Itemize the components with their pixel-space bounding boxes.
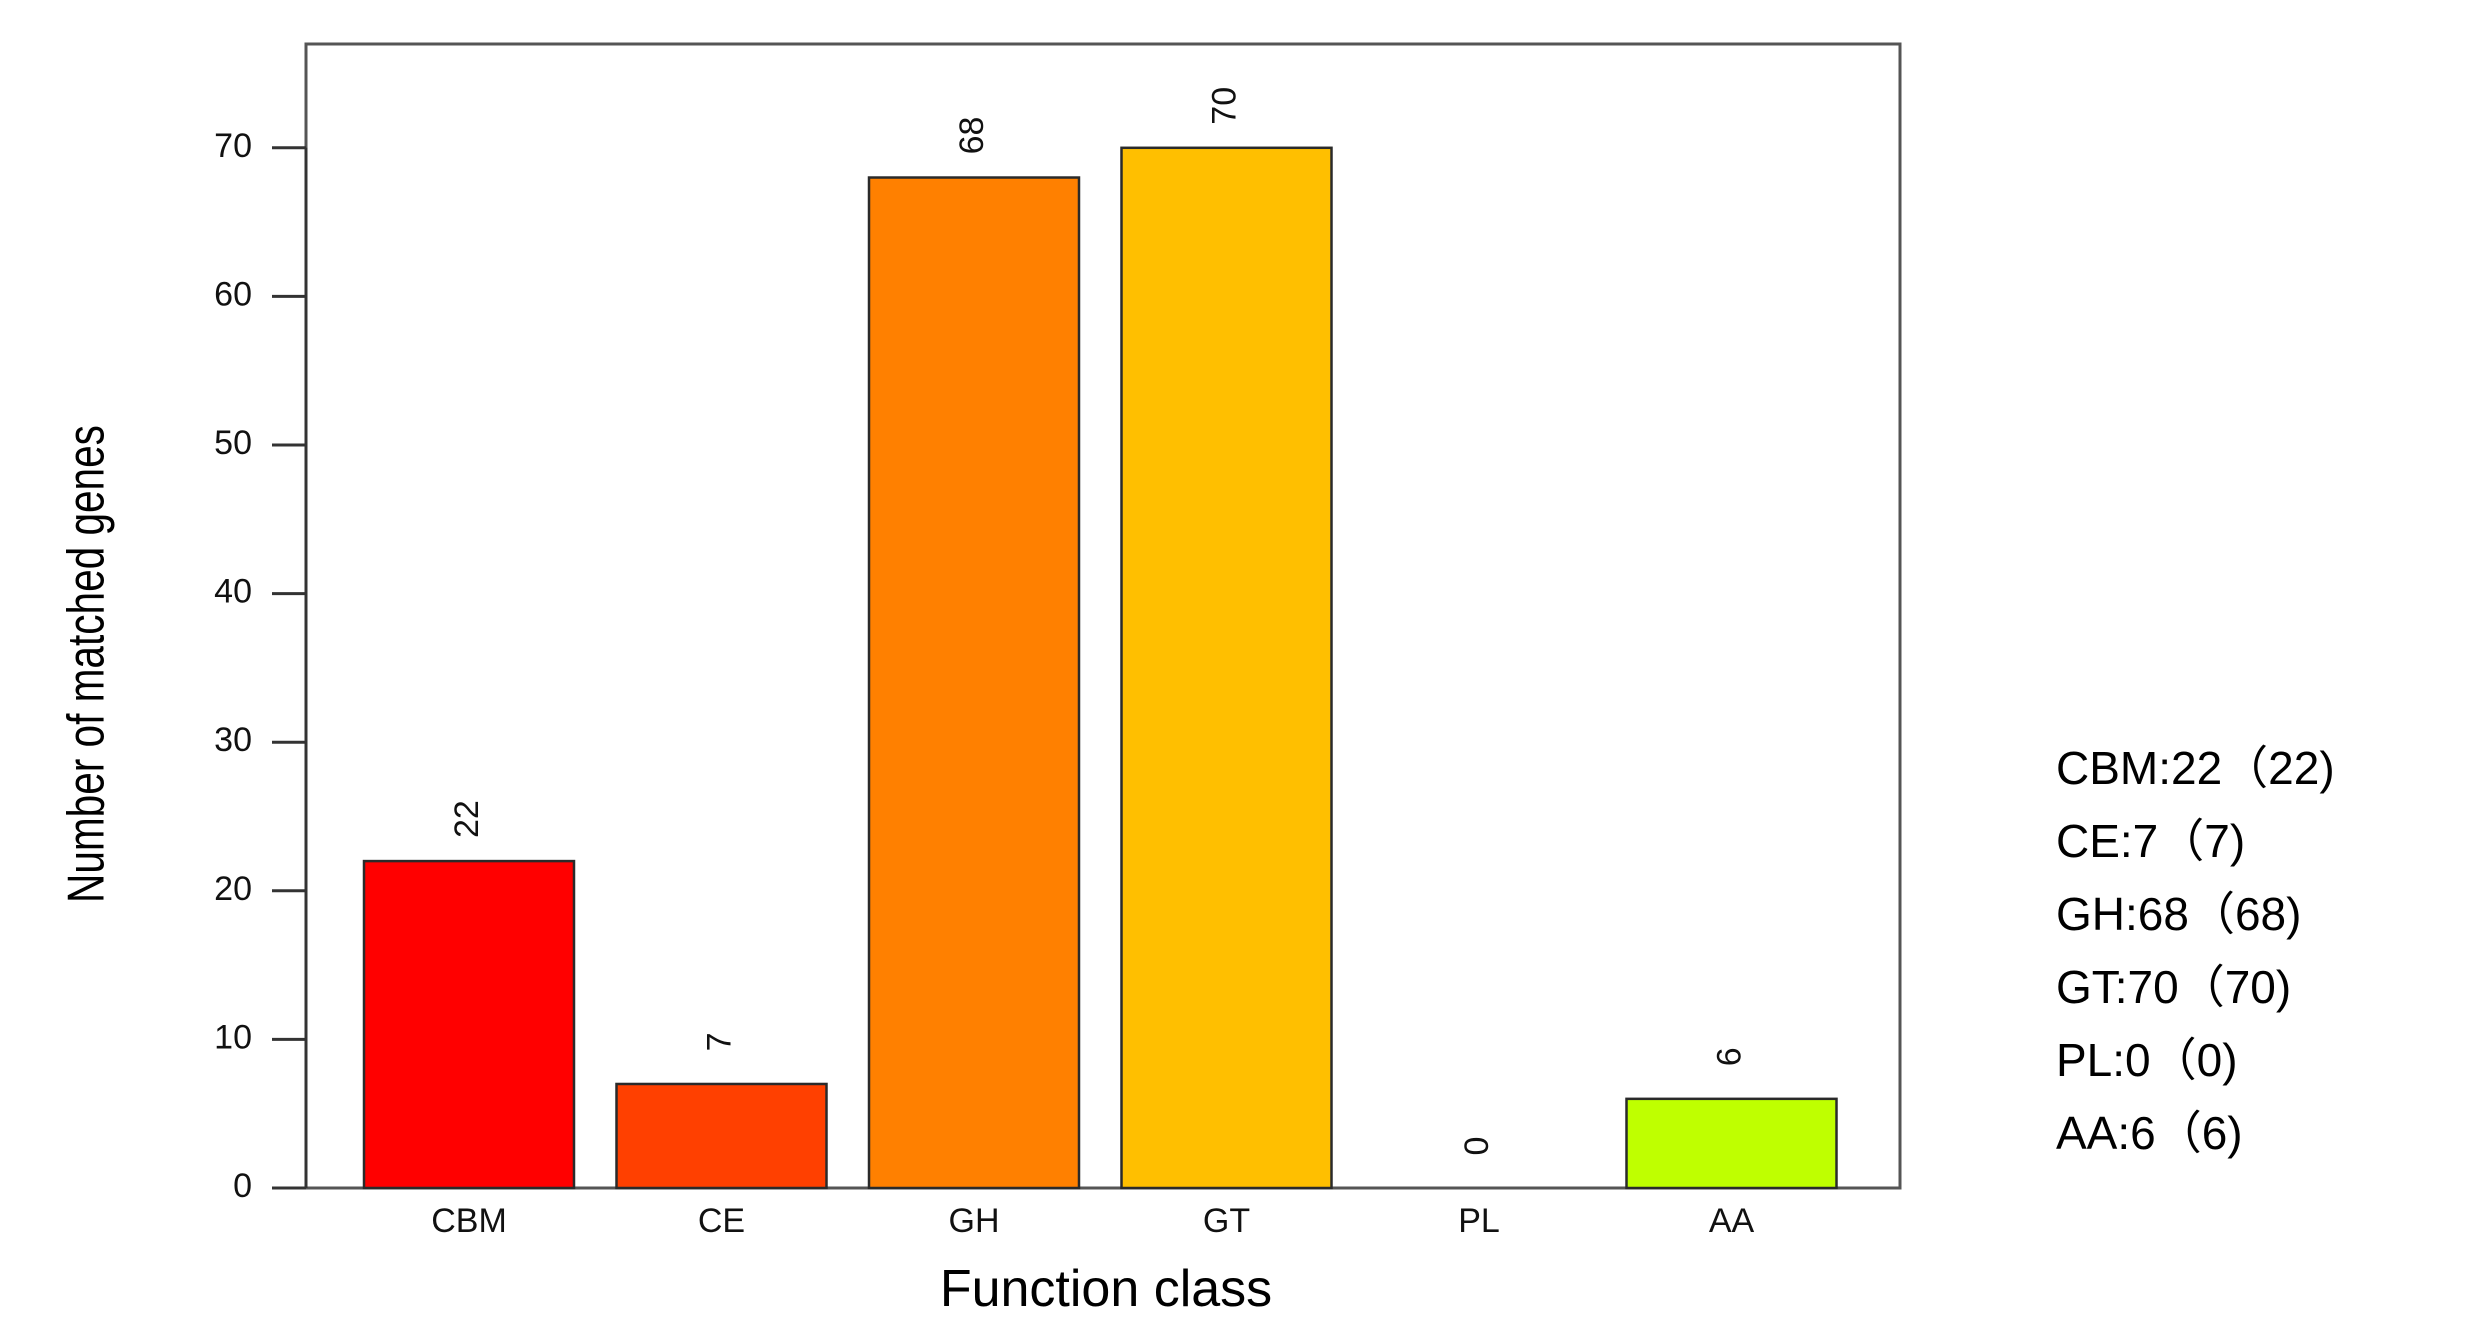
bar-value-label: 6 <box>1710 1047 1748 1066</box>
bar-value-label: 22 <box>448 800 486 838</box>
y-axis: 0 10 20 30 40 50 60 70 <box>214 127 308 1205</box>
bar-value-labels: 22 7 68 70 0 6 <box>448 87 1749 1156</box>
bar-gt <box>1120 146 1333 1190</box>
y-tick-label: 60 <box>214 275 252 313</box>
legend-entry: CE:7（7) <box>2056 815 2245 867</box>
x-tick-label: GH <box>949 1202 1000 1240</box>
y-tick-label: 40 <box>214 573 252 611</box>
x-tick-label: PL <box>1458 1202 1500 1240</box>
bar-aa <box>1625 1097 1838 1190</box>
legend-entry: GH:68（68) <box>2056 888 2301 940</box>
bar-value-label: 0 <box>1458 1137 1496 1156</box>
bar-cbm <box>362 859 576 1190</box>
bar-value-label: 68 <box>953 117 991 155</box>
bar-value-label: 7 <box>700 1033 738 1052</box>
legend-entry: GT:70（70) <box>2056 961 2291 1013</box>
y-tick-label: 0 <box>233 1167 252 1205</box>
x-tick-label: AA <box>1709 1202 1755 1240</box>
legend-entry: CBM:22（22) <box>2056 742 2335 794</box>
y-tick-label: 70 <box>214 127 252 165</box>
y-tick-label: 10 <box>214 1018 252 1056</box>
x-tick-label: CBM <box>431 1202 507 1240</box>
y-tick-label: 50 <box>214 424 252 462</box>
x-tick-label: CE <box>698 1202 745 1240</box>
x-tick-label: GT <box>1203 1202 1250 1240</box>
bar-ce <box>615 1082 828 1190</box>
y-axis-title: Number of matched genes <box>57 425 115 903</box>
x-axis-title: Function class <box>940 1260 1272 1318</box>
legend-entry: AA:6（6) <box>2056 1107 2243 1159</box>
y-tick-label: 20 <box>214 870 252 908</box>
legend: CBM:22（22) CE:7（7) GH:68（68) GT:70（70) PL:0（… <box>2056 742 2335 1159</box>
x-axis: CBM CE GH GT PL AA <box>431 1202 1754 1240</box>
bar-value-label: 70 <box>1205 87 1243 125</box>
bar-gh <box>867 176 1081 1190</box>
y-tick-label: 30 <box>214 721 252 759</box>
bars <box>362 146 1838 1190</box>
legend-entry: PL:0（0) <box>2056 1034 2238 1086</box>
